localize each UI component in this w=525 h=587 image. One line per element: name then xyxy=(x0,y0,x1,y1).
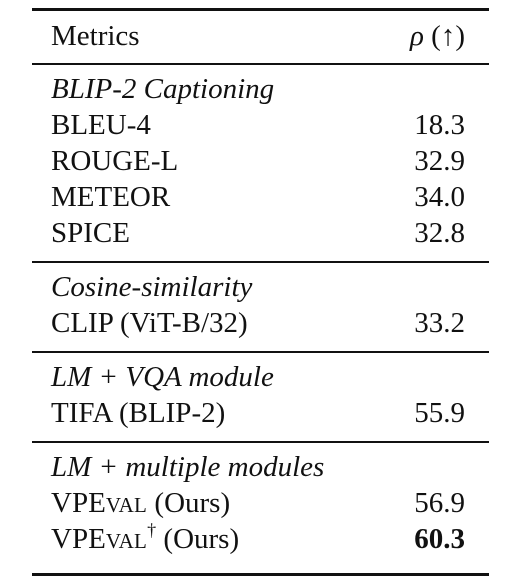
metric-value: 34.0 xyxy=(414,181,465,213)
table-row: ROUGE-L 32.9 xyxy=(32,144,489,178)
metric-name: METEOR xyxy=(51,181,171,213)
metric-e: E xyxy=(88,523,106,555)
top-rule xyxy=(32,8,489,11)
metric-name: CLIP (ViT-B/32) xyxy=(51,307,248,339)
metric-name: BLEU-4 xyxy=(51,109,151,141)
bottom-rule xyxy=(32,573,489,576)
group-rule xyxy=(32,261,489,263)
group-title: BLIP-2 Captioning xyxy=(32,72,489,106)
group-title: LM + VQA module xyxy=(32,360,489,394)
group-rule xyxy=(32,441,489,443)
group-title: Cosine-similarity xyxy=(32,270,489,304)
group-title-label: Cosine-similarity xyxy=(51,271,253,303)
table-row: SPICE 32.8 xyxy=(32,216,489,250)
metric-smallcaps: VAL xyxy=(105,529,148,553)
metric-suffix: (Ours) xyxy=(156,523,240,555)
group-title-label: BLIP-2 Captioning xyxy=(51,73,275,105)
metric-v: V xyxy=(51,523,72,555)
metric-value-best: 60.3 xyxy=(414,523,465,555)
metric-value: 33.2 xyxy=(414,307,465,339)
metric-v: V xyxy=(51,487,72,519)
metric-name: SPICE xyxy=(51,217,130,249)
table-row: CLIP (ViT-B/32) 33.2 xyxy=(32,306,489,340)
table-row: VPEVAL† (Ours) 60.3 xyxy=(32,520,489,558)
metric-smallcaps: VAL xyxy=(105,493,148,517)
dagger-mark: † xyxy=(147,520,157,540)
metric-value: 32.8 xyxy=(414,217,465,249)
table-row: METEOR 34.0 xyxy=(32,180,489,214)
group-title: LM + multiple modules xyxy=(32,450,489,484)
group-title-label: LM + VQA module xyxy=(51,361,274,393)
metric-name: VPEVAL (Ours) xyxy=(51,486,230,522)
header-row: Metrics ρ (↑) xyxy=(32,19,489,53)
metric-value: 18.3 xyxy=(414,109,465,141)
metric-suffix: (Ours) xyxy=(147,487,231,519)
table-row: BLEU-4 18.3 xyxy=(32,108,489,142)
metric-value: 55.9 xyxy=(414,397,465,429)
metric-name: VPEVAL† (Ours) xyxy=(51,520,240,558)
table-row: TIFA (BLIP-2) 55.9 xyxy=(32,396,489,430)
table-row: VPEVAL (Ours) 56.9 xyxy=(32,486,489,520)
rho-symbol: ρ xyxy=(410,20,424,52)
group-rule xyxy=(32,351,489,353)
metrics-header: Metrics xyxy=(51,20,140,52)
metric-p: P xyxy=(71,487,89,519)
rho-arrow: (↑) xyxy=(431,20,465,52)
metric-p: P xyxy=(71,523,89,555)
group-title-label: LM + multiple modules xyxy=(51,451,325,483)
metric-name: ROUGE-L xyxy=(51,145,179,177)
metric-value: 56.9 xyxy=(414,487,465,519)
metric-value: 32.9 xyxy=(414,145,465,177)
rho-header: ρ (↑) xyxy=(410,19,465,53)
header-rule xyxy=(32,63,489,65)
metric-e: E xyxy=(88,487,106,519)
metric-name: TIFA (BLIP-2) xyxy=(51,397,226,429)
